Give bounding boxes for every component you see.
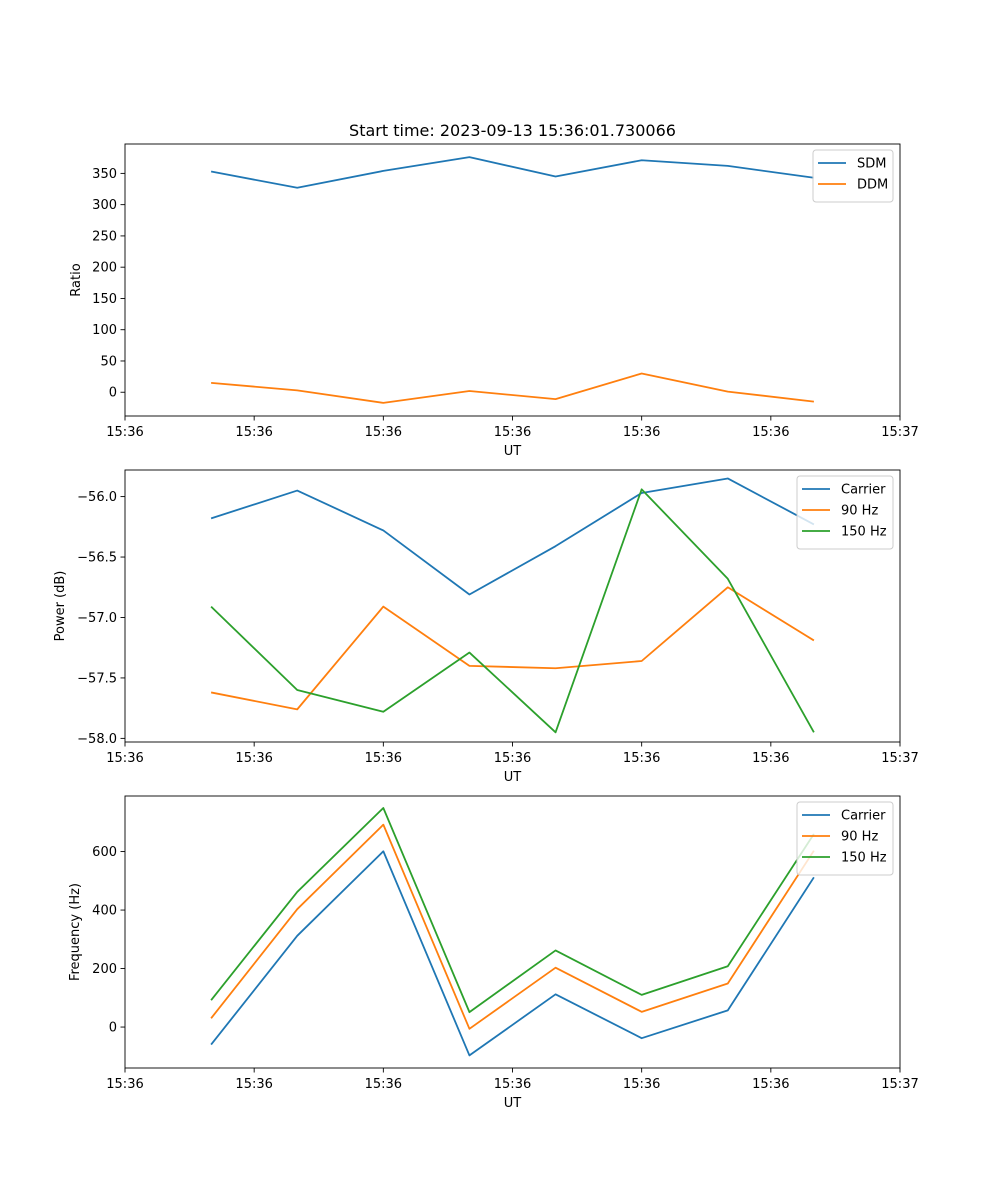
y-tick-label: 350 — [92, 167, 117, 182]
y-tick-label: −58.0 — [77, 732, 117, 747]
x-tick-label: 15:36 — [494, 751, 531, 766]
y-axis-label: Power (dB) — [53, 571, 68, 642]
y-axis-label: Frequency (Hz) — [68, 883, 83, 981]
subplot-1: 15:36 15:36 15:36 15:36 15:36 15:36 15:37 0 50 10… — [69, 143, 919, 459]
x-tick-label: 15:36 — [235, 751, 272, 766]
y-tick-label: 400 — [92, 904, 117, 919]
y-tick-label: 0 — [109, 1021, 117, 1036]
series-line-ddm — [211, 372, 814, 404]
axes-frame — [124, 143, 901, 417]
x-tick-label: 15:36 — [106, 751, 143, 766]
x-tick-label: 15:36 — [494, 425, 531, 440]
x-tick-label: 15:36 — [623, 751, 660, 766]
y-tick-label: 100 — [92, 323, 117, 338]
x-tick-label: 15:36 — [752, 751, 789, 766]
series-line-carrier — [210, 850, 815, 1057]
y-tick-label: 0 — [109, 386, 117, 401]
legend-label-sdm: SDM — [857, 157, 886, 172]
series-line-90-hz — [210, 586, 815, 711]
subplots: 15:36 15:36 15:36 15:36 15:36 15:36 15:37 0 50 10… — [53, 143, 919, 1111]
series-line-90-hz — [210, 823, 815, 1030]
series-line-carrier — [210, 477, 815, 596]
legend-label-ddm: DDM — [857, 178, 888, 193]
x-tick-label: 15:36 — [106, 1077, 143, 1092]
x-tick-label: 15:36 — [365, 751, 402, 766]
x-tick-label: 15:36 — [623, 1077, 660, 1092]
x-tick-label: 15:36 — [752, 1077, 789, 1092]
x-tick-label: 15:36 — [494, 1077, 531, 1092]
legend: Carrier 90 Hz 150 Hz — [796, 475, 894, 550]
y-tick-label: 250 — [92, 229, 117, 244]
y-tick-label: 200 — [92, 962, 117, 977]
y-tick-label: −57.5 — [77, 671, 117, 686]
x-axis-label: UT — [504, 770, 522, 785]
subplot-2: 15:36 15:36 15:36 15:36 15:36 15:36 15:37 −56.0… — [53, 469, 919, 785]
legend-label-150-hz: 150 Hz — [841, 851, 887, 866]
x-tick-label: 15:36 — [365, 1077, 402, 1092]
legend-label-carrier: Carrier — [841, 483, 886, 498]
legend: Carrier 90 Hz 150 Hz — [796, 801, 894, 876]
y-tick-label: −56.0 — [77, 490, 117, 505]
x-tick-label: 15:37 — [881, 425, 918, 440]
series-line-sdm — [210, 156, 815, 189]
x-tick-label: 15:36 — [752, 425, 789, 440]
chart-title: Start time: 2023-09-13 15:36:01.730066 — [349, 121, 676, 140]
subplot-3: 15:36 15:36 15:36 15:36 15:36 15:36 15:37 0 200 4… — [68, 795, 919, 1111]
x-tick-label: 15:37 — [881, 751, 918, 766]
legend-label-carrier: Carrier — [841, 809, 886, 824]
axes-frame — [124, 795, 901, 1069]
series-line-150-hz — [210, 488, 815, 734]
axes-frame — [124, 469, 901, 743]
x-tick-label: 15:36 — [106, 425, 143, 440]
x-tick-label: 15:36 — [235, 1077, 272, 1092]
x-axis-label: UT — [504, 1096, 522, 1111]
x-axis-label: UT — [504, 444, 522, 459]
y-tick-label: 600 — [92, 845, 117, 860]
x-tick-label: 15:36 — [365, 425, 402, 440]
y-tick-label: 150 — [92, 292, 117, 307]
legend: SDM DDM — [812, 149, 894, 203]
y-tick-label: 200 — [92, 261, 117, 276]
legend-label-90-hz: 90 Hz — [841, 830, 878, 845]
legend-label-150-hz: 150 Hz — [841, 525, 887, 540]
y-tick-label: −56.5 — [77, 551, 117, 566]
x-tick-label: 15:36 — [623, 425, 660, 440]
series-line-150-hz — [210, 807, 815, 1014]
legend-label-90-hz: 90 Hz — [841, 504, 878, 519]
y-tick-label: 300 — [92, 198, 117, 213]
x-tick-label: 15:36 — [235, 425, 272, 440]
x-tick-label: 15:37 — [881, 1077, 918, 1092]
y-tick-label: 50 — [100, 354, 117, 369]
y-axis-label: Ratio — [69, 263, 84, 296]
y-tick-label: −57.0 — [77, 611, 117, 626]
